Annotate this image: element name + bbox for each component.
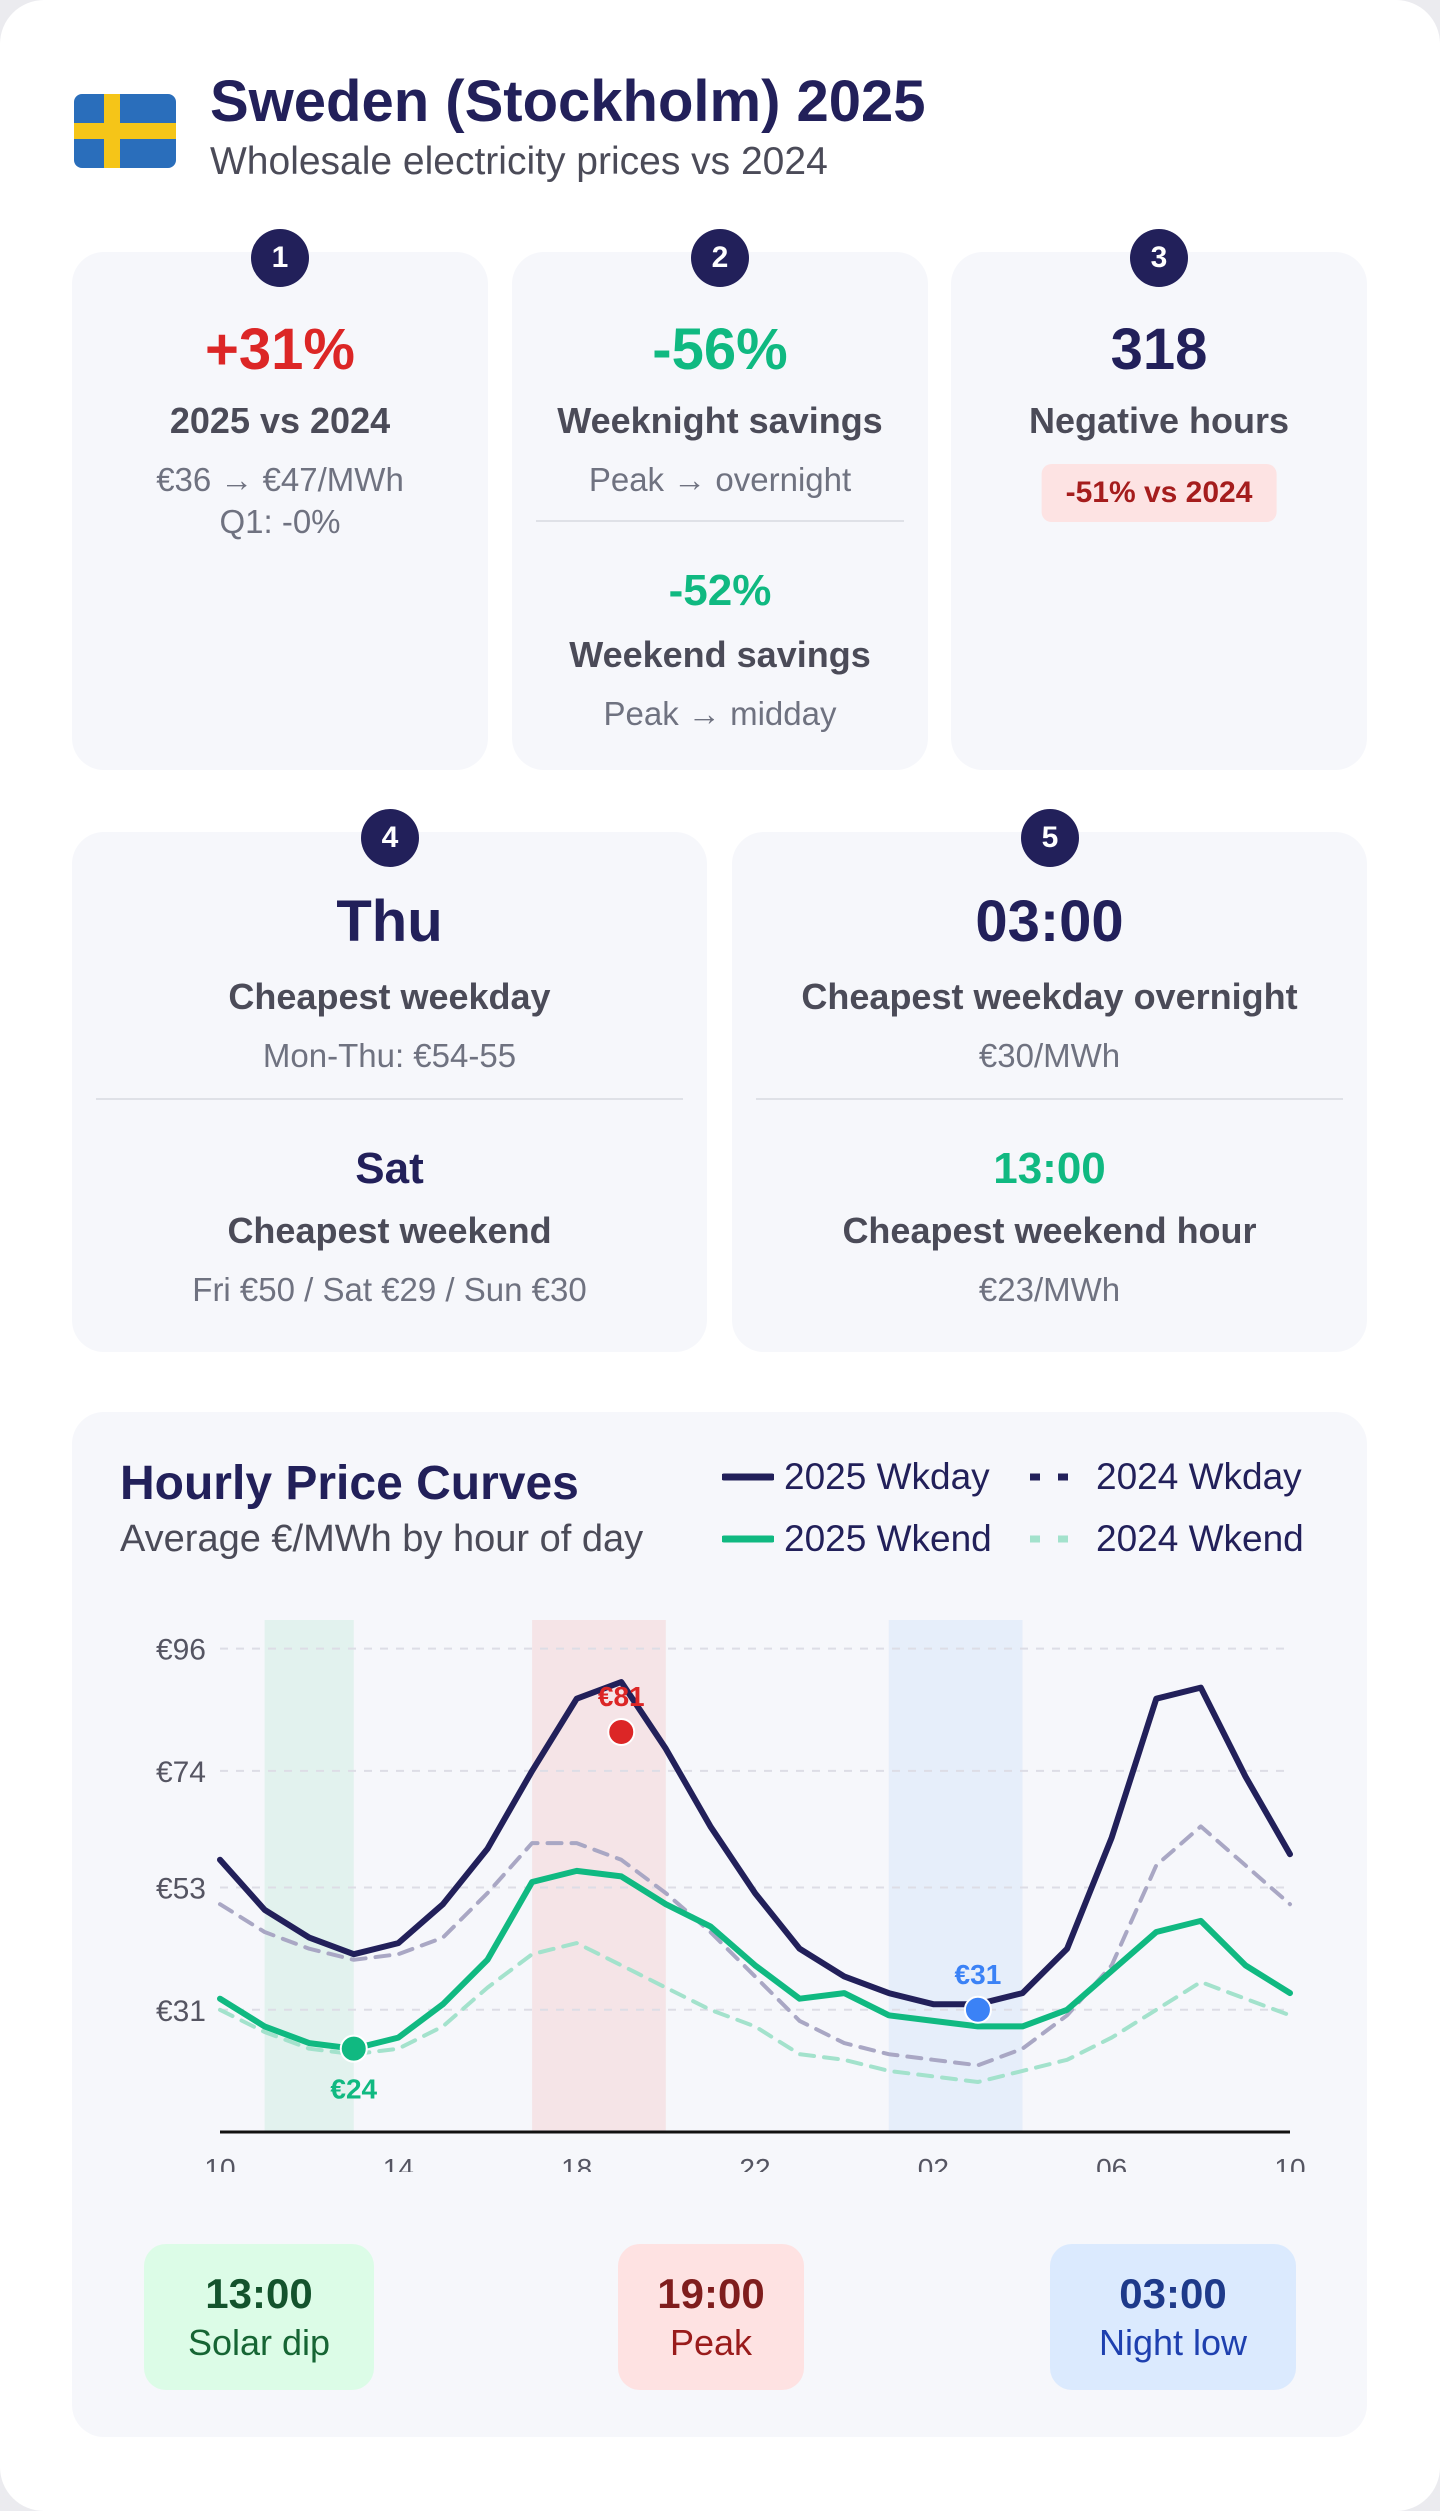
chart-subtitle: Average €/MWh by hour of day bbox=[120, 1518, 643, 1561]
cheapest-weekday-label: Cheapest weekday bbox=[72, 976, 707, 1018]
legend-2024-weekend: 2024 Wkend bbox=[1026, 1518, 1304, 1560]
solar-dip-time: 13:00 bbox=[144, 2270, 374, 2318]
cheapest-overnight-label: Cheapest weekday overnight bbox=[732, 976, 1367, 1018]
cheapest-weekend-detail: Fri €50 / Sat €29 / Sun €30 bbox=[72, 1271, 707, 1309]
peak-label: Peak bbox=[618, 2322, 804, 2364]
legend-solid-green-swatch bbox=[722, 1533, 774, 1545]
chart-title: Hourly Price Curves bbox=[120, 1456, 579, 1511]
weeknight-savings-detail: Peak → overnight bbox=[512, 461, 928, 499]
infographic-page: Sweden (Stockholm) 2025 Wholesale electr… bbox=[0, 0, 1440, 2511]
q1-change-detail: Q1: -0% bbox=[72, 503, 488, 541]
legend-2025-weekday: 2025 Wkday bbox=[722, 1456, 990, 1498]
cheapest-overnight-detail: €30/MWh bbox=[732, 1037, 1367, 1075]
negative-hours-value: 318 bbox=[951, 316, 1367, 383]
cheapest-weekend-hour-value: 13:00 bbox=[732, 1144, 1367, 1194]
cheapest-overnight-value: 03:00 bbox=[732, 888, 1367, 955]
legend-2024-weekday: 2024 Wkday bbox=[1026, 1456, 1302, 1498]
card-number-badge: 1 bbox=[251, 229, 309, 287]
y-tick-label: €96 bbox=[156, 1634, 206, 1667]
page-subtitle: Wholesale electricity prices vs 2024 bbox=[210, 140, 828, 184]
cheapest-weekday-detail: Mon-Thu: €54-55 bbox=[72, 1037, 707, 1075]
x-tick-label: 02 bbox=[918, 2153, 949, 2172]
annual-change-detail: €36 → €47/MWh bbox=[72, 461, 488, 499]
legend-solid-navy-swatch bbox=[722, 1471, 774, 1483]
negative-hours-label: Negative hours bbox=[951, 400, 1367, 442]
card-number-badge: 3 bbox=[1130, 229, 1188, 287]
stat-card-negative-hours: 318 Negative hours -51% vs 2024 bbox=[951, 252, 1367, 770]
y-tick-label: €31 bbox=[156, 1995, 206, 2028]
legend-label: 2024 Wkend bbox=[1096, 1518, 1304, 1560]
card-divider bbox=[756, 1098, 1343, 1100]
legend-label: 2024 Wkday bbox=[1096, 1456, 1302, 1498]
chart-card: Hourly Price Curves Average €/MWh by hou… bbox=[72, 1412, 1367, 2437]
card-divider bbox=[96, 1098, 683, 1100]
solar-dip-label: Solar dip bbox=[144, 2322, 374, 2364]
cheapest-weekend-hour-detail: €23/MWh bbox=[732, 1271, 1367, 1309]
annual-change-value: +31% bbox=[72, 316, 488, 383]
y-tick-label: €53 bbox=[156, 1873, 206, 1906]
x-tick-label: 14 bbox=[383, 2153, 414, 2172]
stat-card-cheapest-hour: 03:00 Cheapest weekday overnight €30/MWh… bbox=[732, 832, 1367, 1352]
night-low-time: 03:00 bbox=[1050, 2270, 1296, 2318]
marker-label: €31 bbox=[955, 1959, 1002, 1990]
card-number-badge: 4 bbox=[361, 809, 419, 867]
marker-point bbox=[965, 1997, 991, 2023]
cheapest-weekend-hour-label: Cheapest weekend hour bbox=[732, 1210, 1367, 1252]
weekend-savings-detail: Peak → midday bbox=[512, 695, 928, 733]
marker-point bbox=[341, 2036, 367, 2062]
legend-dashed-navy-swatch bbox=[1026, 1471, 1086, 1483]
weekend-savings-value: -52% bbox=[512, 566, 928, 616]
cheapest-weekend-label: Cheapest weekend bbox=[72, 1210, 707, 1252]
cheapest-weekday-value: Thu bbox=[72, 888, 707, 955]
weeknight-savings-value: -56% bbox=[512, 316, 928, 383]
marker-point bbox=[608, 1719, 634, 1745]
card-number-badge: 2 bbox=[691, 229, 749, 287]
legend-dashed-green-swatch bbox=[1026, 1533, 1086, 1545]
stat-card-cheapest-day: Thu Cheapest weekday Mon-Thu: €54-55 Sat… bbox=[72, 832, 707, 1352]
x-tick-label: 10 bbox=[204, 2153, 235, 2172]
x-tick-label: 18 bbox=[561, 2153, 592, 2172]
y-tick-label: €74 bbox=[156, 1756, 206, 1789]
weeknight-savings-label: Weeknight savings bbox=[512, 400, 928, 442]
annual-change-label: 2025 vs 2024 bbox=[72, 400, 488, 442]
page-title: Sweden (Stockholm) 2025 bbox=[210, 68, 926, 135]
stat-card-savings: -56% Weeknight savings Peak → overnight … bbox=[512, 252, 928, 770]
legend-2025-weekend: 2025 Wkend bbox=[722, 1518, 992, 1560]
cheapest-weekend-value: Sat bbox=[72, 1144, 707, 1194]
card-number-badge: 5 bbox=[1021, 809, 1079, 867]
negative-hours-change-badge: -51% vs 2024 bbox=[1042, 464, 1277, 522]
sweden-flag-icon bbox=[74, 94, 176, 168]
peak-time: 19:00 bbox=[618, 2270, 804, 2318]
x-tick-label: 22 bbox=[739, 2153, 770, 2172]
x-tick-label: 10 bbox=[1274, 2153, 1305, 2172]
night-low-label: Night low bbox=[1050, 2322, 1296, 2364]
card-divider bbox=[536, 520, 904, 522]
legend-label: 2025 Wkday bbox=[784, 1456, 990, 1498]
stat-card-annual-change: +31% 2025 vs 2024 €36 → €47/MWh Q1: -0% bbox=[72, 252, 488, 770]
marker-label: €24 bbox=[330, 2074, 377, 2105]
legend-label: 2025 Wkend bbox=[784, 1518, 992, 1560]
peak-tag: 19:00 Peak bbox=[618, 2244, 804, 2390]
weekend-savings-label: Weekend savings bbox=[512, 634, 928, 676]
hourly-price-chart: €96 €74 €53 €31 10 14 18 22 02 06 10 €24 €81 €31 bbox=[72, 1612, 1367, 2172]
x-tick-label: 06 bbox=[1096, 2153, 1127, 2172]
night-low-tag: 03:00 Night low bbox=[1050, 2244, 1296, 2390]
highlight-band-solar bbox=[265, 1620, 354, 2132]
solar-dip-tag: 13:00 Solar dip bbox=[144, 2244, 374, 2390]
marker-label: €81 bbox=[598, 1681, 645, 1712]
